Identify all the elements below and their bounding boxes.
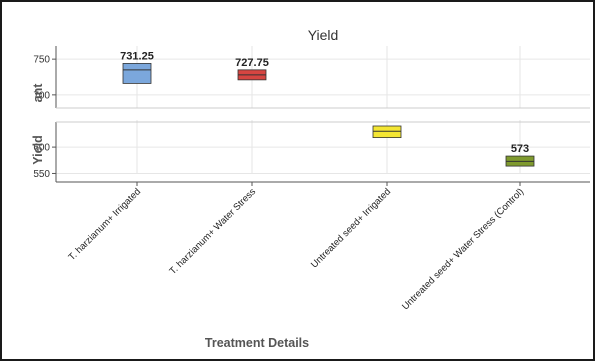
boxes	[122, 63, 535, 167]
y-axis-title: Yield	[31, 135, 45, 164]
plot-background	[56, 46, 590, 309]
data-label: 727.75	[235, 57, 269, 69]
y-tick-label: 550	[33, 169, 50, 180]
x-axis-title: Treatment Details	[205, 336, 309, 350]
data-label: 573	[511, 143, 529, 155]
axes: 700 750 550 600	[33, 46, 590, 186]
y-tick-label: 750	[33, 55, 50, 66]
y-tick-label: 700	[33, 90, 50, 101]
data-label: 731.25	[120, 50, 154, 62]
box	[122, 63, 152, 84]
y-tick-label: 600	[33, 143, 50, 154]
y-axis-title-upper-fragment: ant	[31, 83, 45, 103]
box	[372, 125, 402, 139]
chart-title: Yield	[308, 27, 339, 43]
